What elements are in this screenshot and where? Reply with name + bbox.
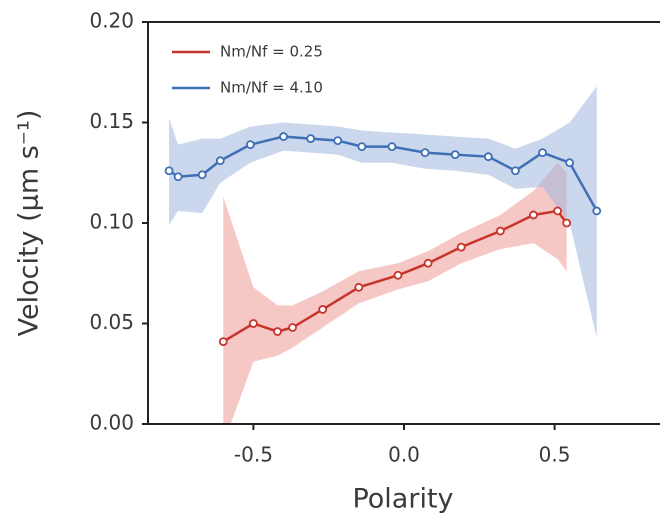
data-point — [354, 282, 364, 292]
data-point — [173, 172, 183, 182]
data-point — [393, 270, 403, 280]
x-tick-label: -0.5 — [234, 443, 273, 467]
data-point — [511, 166, 520, 176]
data-point — [333, 136, 343, 145]
data-point — [306, 134, 316, 143]
y-tick-label: 0.15 — [89, 109, 134, 133]
data-point — [562, 218, 572, 228]
data-point — [553, 206, 562, 216]
x-axis-label: Polarity — [352, 484, 453, 515]
y-tick-label: 0.20 — [89, 9, 134, 33]
x-tick-label: 0.0 — [388, 443, 420, 467]
data-point — [218, 337, 228, 346]
data-point — [288, 323, 297, 332]
y-tick-label: 0.10 — [89, 210, 134, 234]
error-band — [223, 162, 567, 424]
data-point — [245, 140, 255, 150]
data-point — [456, 242, 466, 252]
bands — [169, 86, 597, 424]
y-axis-label: Velocity (μm s⁻¹) — [14, 110, 45, 337]
y-tick-label: 0.05 — [89, 310, 134, 334]
data-point — [529, 210, 538, 220]
legend-label: Nm/Nf = 4.10 — [220, 79, 323, 97]
data-point — [164, 166, 174, 176]
data-point — [279, 132, 288, 141]
data-point — [249, 319, 258, 328]
data-point — [450, 150, 460, 160]
data-point — [357, 142, 367, 152]
data-point — [423, 258, 433, 268]
data-point — [318, 305, 328, 314]
data-point — [387, 142, 397, 152]
data-point — [565, 158, 575, 168]
error-band — [169, 86, 597, 338]
data-point — [420, 148, 430, 158]
legend-label: Nm/Nf = 0.25 — [220, 43, 323, 61]
y-tick-label: 0.00 — [89, 411, 134, 435]
data-point — [592, 206, 602, 216]
data-point — [495, 226, 505, 236]
data-point — [538, 148, 547, 158]
x-tick-label: 0.5 — [539, 443, 571, 467]
data-point — [215, 156, 225, 166]
data-point — [483, 152, 493, 162]
data-point — [197, 170, 207, 180]
data-point — [273, 327, 282, 336]
